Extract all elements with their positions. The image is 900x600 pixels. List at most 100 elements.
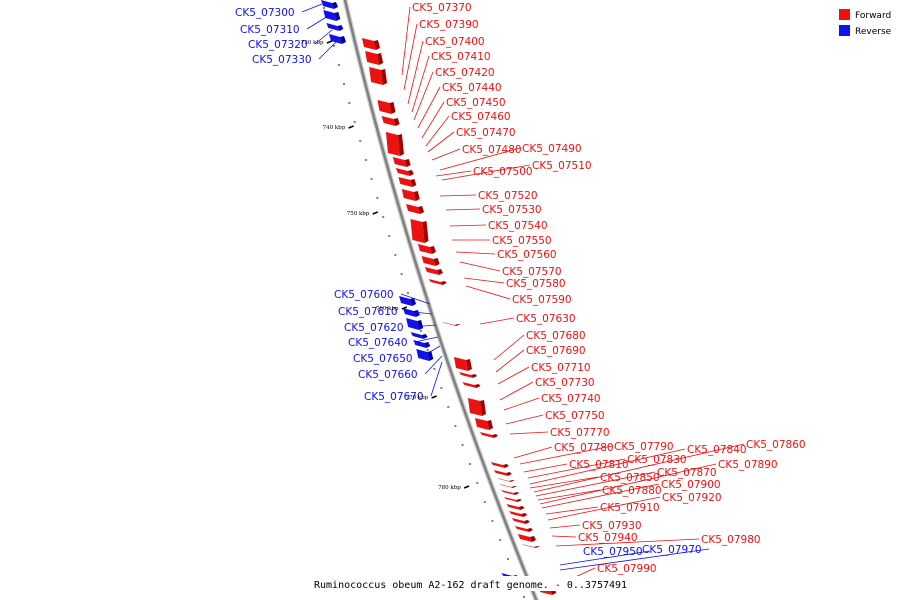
gene-feature-face (401, 189, 416, 201)
gene-feature-side (418, 206, 425, 214)
reverse-gene-feature (328, 34, 346, 44)
gene-feature-side (471, 374, 478, 378)
leader-line (463, 277, 505, 284)
gene-feature-face (323, 10, 337, 21)
gene-feature-side (410, 179, 417, 187)
gene-feature-side (533, 546, 540, 548)
leader-line (529, 476, 599, 489)
gene-feature-face (424, 267, 439, 275)
gene-label: CK5_07330 (252, 54, 312, 66)
gene-label: CK5_07750 (545, 410, 605, 422)
legend-forward-label: Forward (855, 11, 891, 21)
gene-feature-side (433, 258, 440, 266)
scale-tick-label: 740 kbp (323, 125, 346, 131)
forward-gene-feature (377, 100, 396, 114)
gene-feature-side (389, 102, 396, 114)
gene-label: CK5_07710 (531, 362, 591, 374)
gene-feature-side (410, 298, 417, 306)
leader-line (529, 448, 686, 485)
gene-label: CK5_07920 (662, 492, 722, 504)
gene-feature-face (399, 296, 413, 306)
leader-line (439, 147, 521, 171)
forward-gene-feature (509, 511, 528, 517)
gene-feature-face (369, 67, 384, 85)
gene-label: CK5_07900 (661, 479, 721, 491)
leader-line (441, 164, 531, 181)
forward-gene-feature (514, 526, 533, 532)
gene-label: CK5_07570 (502, 266, 562, 278)
gene-feature-face (328, 34, 342, 44)
gene-labels: CK5_07300 CK5_07310 CK5_07320 CK5_07330 CK5_… (235, 2, 806, 575)
leader-line (421, 101, 445, 139)
gene-feature-side (502, 464, 509, 468)
gene-feature-side (479, 400, 486, 416)
leader-line (535, 471, 656, 497)
gene-feature-face (498, 484, 513, 488)
gene-label: CK5_07840 (687, 444, 747, 456)
scale-tick-mark (348, 125, 354, 129)
leader-line (419, 345, 441, 359)
leader-line (455, 251, 496, 255)
gene-feature-face (493, 470, 508, 476)
forward-gene-feature (518, 534, 537, 542)
reverse-gene-feature (323, 10, 341, 21)
gene-feature-side (404, 159, 411, 167)
reverse-gene-feature (326, 23, 344, 31)
backbone-line (343, 0, 538, 600)
gene-feature-side (486, 420, 493, 430)
gene-feature-side (436, 269, 443, 275)
gene-label: CK5_07860 (746, 439, 806, 451)
leader-line (413, 71, 434, 121)
gene-label: CK5_07680 (526, 330, 586, 342)
forward-gene-feature (424, 267, 443, 275)
leader-line (533, 443, 745, 493)
gene-label: CK5_07870 (657, 467, 717, 479)
reverse-gene-feature (399, 296, 417, 306)
forward-gene-feature (474, 418, 493, 430)
leader-line (545, 506, 599, 515)
reverse-gene-feature (406, 318, 424, 330)
gene-label: CK5_07980 (701, 534, 761, 546)
gene-feature-side (407, 170, 414, 176)
leader-line (539, 463, 717, 505)
leader-line (435, 170, 472, 177)
forward-gene-feature (511, 518, 530, 524)
gene-label: CK5_07410 (431, 51, 491, 63)
gene-feature-side (523, 520, 530, 524)
forward-gene-feature (459, 372, 478, 378)
forward-gene-feature (490, 462, 509, 468)
gene-feature-side (518, 506, 525, 510)
gene-feature-side (413, 191, 420, 201)
gene-label: CK5_07890 (718, 459, 778, 471)
leader-line (306, 15, 329, 30)
caption-background (312, 576, 584, 591)
leader-line (424, 355, 443, 375)
scale-tick-label: 780 kbp (438, 485, 461, 491)
forward-gene-feature (503, 497, 522, 502)
leader-line (445, 208, 481, 211)
gene-feature-face (385, 132, 400, 156)
gene-label: CK5_07770 (550, 427, 610, 439)
gene-label: CK5_07580 (506, 278, 566, 290)
genome-backbone (342, 0, 539, 600)
leader-line (503, 397, 540, 411)
forward-gene-feature (521, 544, 540, 548)
forward-gene-feature (462, 382, 481, 388)
leader-line (427, 131, 455, 153)
label-leader-lines (301, 3, 745, 585)
gene-label: CK5_07530 (482, 204, 542, 216)
leader-line (404, 310, 433, 315)
forward-gene-feature (479, 432, 498, 438)
legend: Forward Reverse (839, 9, 892, 37)
gene-feature-side (334, 12, 341, 21)
gene-label: CK5_07780 (554, 442, 614, 454)
gene-label: CK5_07650 (353, 353, 413, 365)
gene-label: CK5_07560 (497, 249, 557, 261)
map-caption: Ruminococcus obeum A2-162 draft genome. … (314, 580, 627, 591)
gene-feature-face (381, 116, 396, 126)
gene-label: CK5_07690 (526, 345, 586, 357)
gene-feature-side (427, 351, 434, 361)
gene-feature-face (392, 157, 407, 167)
gene-feature-side (381, 69, 388, 85)
leader-line (400, 293, 431, 305)
